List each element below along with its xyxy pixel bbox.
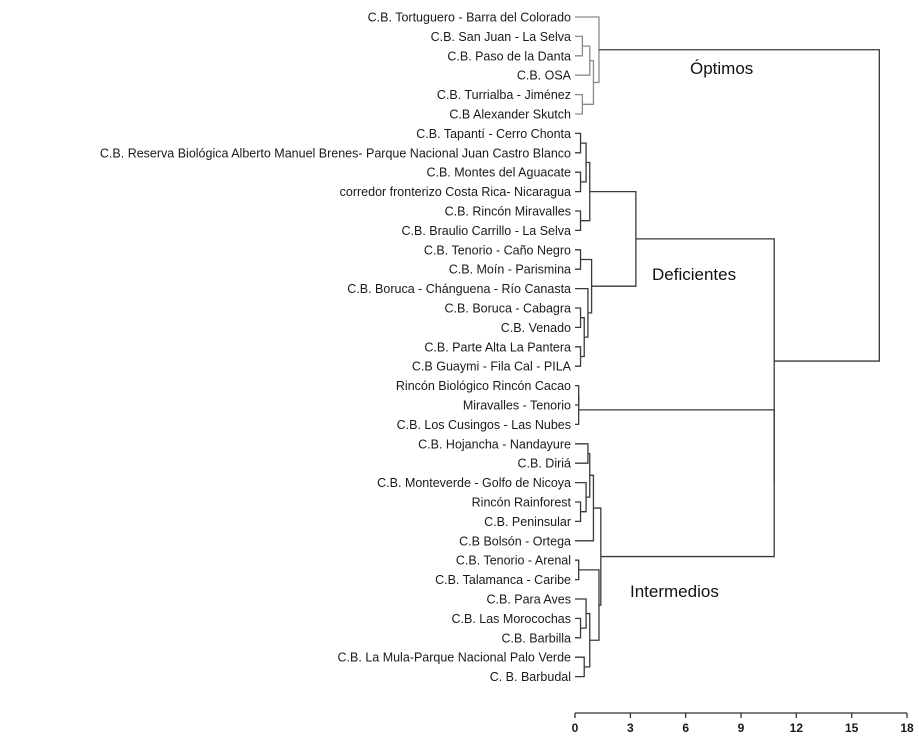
leaf-label: C.B. Barbilla bbox=[502, 631, 572, 645]
leaf-label: C.B. Venado bbox=[501, 321, 571, 335]
dendrogram-link-33 bbox=[635, 238, 775, 484]
x-tick-label: 3 bbox=[627, 721, 634, 735]
cluster-label-1: Óptimos bbox=[690, 59, 753, 78]
cluster-label-3: Intermedios bbox=[630, 582, 719, 601]
x-tick-label: 0 bbox=[572, 721, 579, 735]
leaf-label: C.B. Reserva Biológica Alberto Manuel Br… bbox=[100, 146, 571, 160]
leaf-label: C.B. Paso de la Danta bbox=[447, 49, 571, 63]
leaf-label: C.B Guaymi - Fila Cal - PILA bbox=[412, 360, 572, 374]
leaf-label: Miravalles - Tenorio bbox=[463, 399, 571, 413]
dendrogram-link-31 bbox=[593, 507, 602, 606]
dendrogram-link-20 bbox=[575, 443, 589, 464]
dendrogram-link-8 bbox=[575, 210, 582, 232]
dendrogram-link-25 bbox=[575, 559, 580, 581]
leaf-label: C.B Alexander Skutch bbox=[449, 108, 571, 122]
dendrogram-link-7 bbox=[575, 171, 582, 193]
leaf-label: C. B. Barbudal bbox=[490, 670, 571, 684]
x-tick-label: 12 bbox=[790, 721, 804, 735]
dendrogram-link-11 bbox=[575, 249, 582, 270]
dendrogram-link-4 bbox=[582, 60, 595, 105]
dendrogram-link-30 bbox=[578, 569, 600, 641]
leaf-label: corredor fronterizo Costa Rica- Nicaragu… bbox=[340, 185, 571, 199]
dendrogram-link-10 bbox=[580, 161, 591, 222]
leaf-label: C.B. Moín - Parismina bbox=[449, 263, 571, 277]
leaf-label: C.B. Montes del Aguacate bbox=[426, 166, 571, 180]
cluster-labels: Óptimos Deficientes Intermedios bbox=[630, 59, 753, 601]
x-axis: 0 3 6 9 12 15 18 bbox=[572, 712, 914, 735]
dendrogram-link-9 bbox=[580, 142, 587, 183]
leaf-label: C.B Bolsón - Ortega bbox=[459, 534, 571, 548]
cluster-label-2: Deficientes bbox=[652, 265, 736, 284]
leaf-label: Rincón Rainforest bbox=[472, 496, 572, 510]
dendrogram-link-1 bbox=[575, 35, 584, 57]
dendrogram-link-15 bbox=[575, 287, 589, 338]
leaf-label: C.B. Rincón Miravalles bbox=[445, 205, 571, 219]
leaf-label: C.B. Las Morocochas bbox=[452, 612, 572, 626]
dendrogram-link-2 bbox=[575, 93, 584, 115]
dendrogram-link-32 bbox=[578, 409, 775, 558]
dendrogram-link-26 bbox=[575, 617, 582, 639]
dendrogram-link-34 bbox=[598, 49, 880, 362]
dendrogram-link-19 bbox=[575, 395, 580, 426]
dendrogram-link-13 bbox=[575, 346, 582, 367]
leaf-label: C.B. Boruca - Chánguena - Río Canasta bbox=[347, 282, 571, 296]
leaf-label: C.B. La Mula-Parque Nacional Palo Verde bbox=[338, 651, 572, 665]
leaf-label: C.B. Tenorio - Arenal bbox=[456, 554, 571, 568]
leaf-label: C.B. OSA bbox=[517, 69, 572, 83]
leaf-label: Rincón Biológico Rincón Cacao bbox=[396, 379, 571, 393]
dendrogram-link-29 bbox=[584, 612, 591, 668]
dendrogram-link-24 bbox=[575, 474, 595, 542]
leaf-label: C.B. Peninsular bbox=[484, 515, 571, 529]
leaf-label: C.B. Tenorio - Caño Negro bbox=[424, 243, 571, 257]
x-tick-label: 6 bbox=[682, 721, 689, 735]
leaf-label: C.B. Tortuguero - Barra del Colorado bbox=[368, 11, 571, 25]
x-tick-label: 18 bbox=[900, 721, 914, 735]
dendrogram-link-6 bbox=[575, 132, 582, 154]
leaf-label: C.B. Braulio Carrillo - La Selva bbox=[401, 224, 571, 238]
leaf-label: C.B. Parte Alta La Pantera bbox=[424, 340, 571, 354]
leaf-label: C.B. Monteverde - Golfo de Nicoya bbox=[377, 476, 571, 490]
leaf-labels: C.B. Tortuguero - Barra del Colorado C.B.… bbox=[100, 11, 572, 685]
leaf-label: C.B. Turrialba - Jiménez bbox=[437, 88, 571, 102]
dendrogram-link-5 bbox=[575, 16, 600, 84]
x-tick-label: 15 bbox=[845, 721, 859, 735]
x-tick-label: 9 bbox=[738, 721, 745, 735]
dendrogram-link-12 bbox=[575, 307, 582, 329]
leaf-label: C.B. Boruca - Cabagra bbox=[445, 302, 571, 316]
leaf-label: C.B. Hojancha - Nandayure bbox=[418, 437, 571, 451]
dendrogram-link-17 bbox=[589, 190, 637, 287]
dendrogram-link-14 bbox=[580, 317, 585, 358]
leaf-label: C.B. San Juan - La Selva bbox=[431, 30, 571, 44]
dendrogram-link-21 bbox=[575, 501, 582, 523]
leaf-label: C.B. Para Aves bbox=[486, 593, 571, 607]
dendrogram-link-16 bbox=[580, 258, 593, 314]
dendrogram-links bbox=[575, 16, 880, 678]
leaf-label: C.B. Diriá bbox=[518, 457, 572, 471]
leaf-label: C.B. Tapantí - Cerro Chonta bbox=[416, 127, 571, 141]
leaf-label: C.B. Los Cusingos - Las Nubes bbox=[397, 418, 571, 432]
dendrogram-link-28 bbox=[575, 656, 585, 678]
leaf-label: C.B. Talamanca - Caribe bbox=[435, 573, 571, 587]
